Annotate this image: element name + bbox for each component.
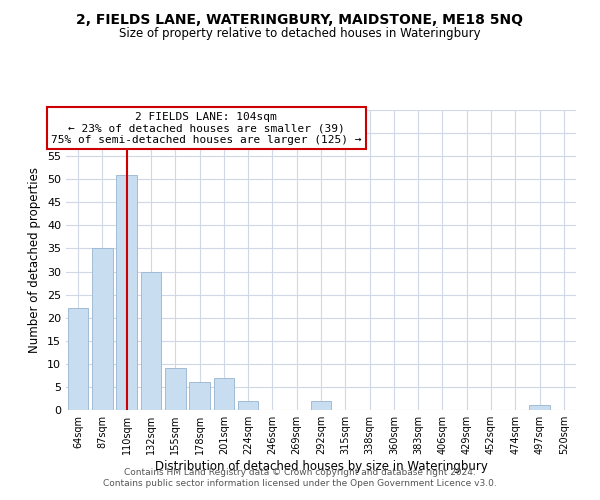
Y-axis label: Number of detached properties: Number of detached properties bbox=[28, 167, 41, 353]
X-axis label: Distribution of detached houses by size in Wateringbury: Distribution of detached houses by size … bbox=[155, 460, 487, 473]
Bar bbox=[189, 382, 210, 410]
Text: 2 FIELDS LANE: 104sqm
← 23% of detached houses are smaller (39)
75% of semi-deta: 2 FIELDS LANE: 104sqm ← 23% of detached … bbox=[51, 112, 361, 144]
Bar bbox=[311, 401, 331, 410]
Text: Contains HM Land Registry data © Crown copyright and database right 2024.: Contains HM Land Registry data © Crown c… bbox=[124, 468, 476, 477]
Bar bbox=[214, 378, 234, 410]
Bar bbox=[165, 368, 185, 410]
Bar bbox=[68, 308, 88, 410]
Text: 2, FIELDS LANE, WATERINGBURY, MAIDSTONE, ME18 5NQ: 2, FIELDS LANE, WATERINGBURY, MAIDSTONE,… bbox=[77, 12, 523, 26]
Bar bbox=[92, 248, 113, 410]
Text: Contains public sector information licensed under the Open Government Licence v3: Contains public sector information licen… bbox=[103, 480, 497, 488]
Bar bbox=[529, 406, 550, 410]
Text: Size of property relative to detached houses in Wateringbury: Size of property relative to detached ho… bbox=[119, 28, 481, 40]
Bar bbox=[116, 174, 137, 410]
Bar bbox=[238, 401, 259, 410]
Bar bbox=[140, 272, 161, 410]
